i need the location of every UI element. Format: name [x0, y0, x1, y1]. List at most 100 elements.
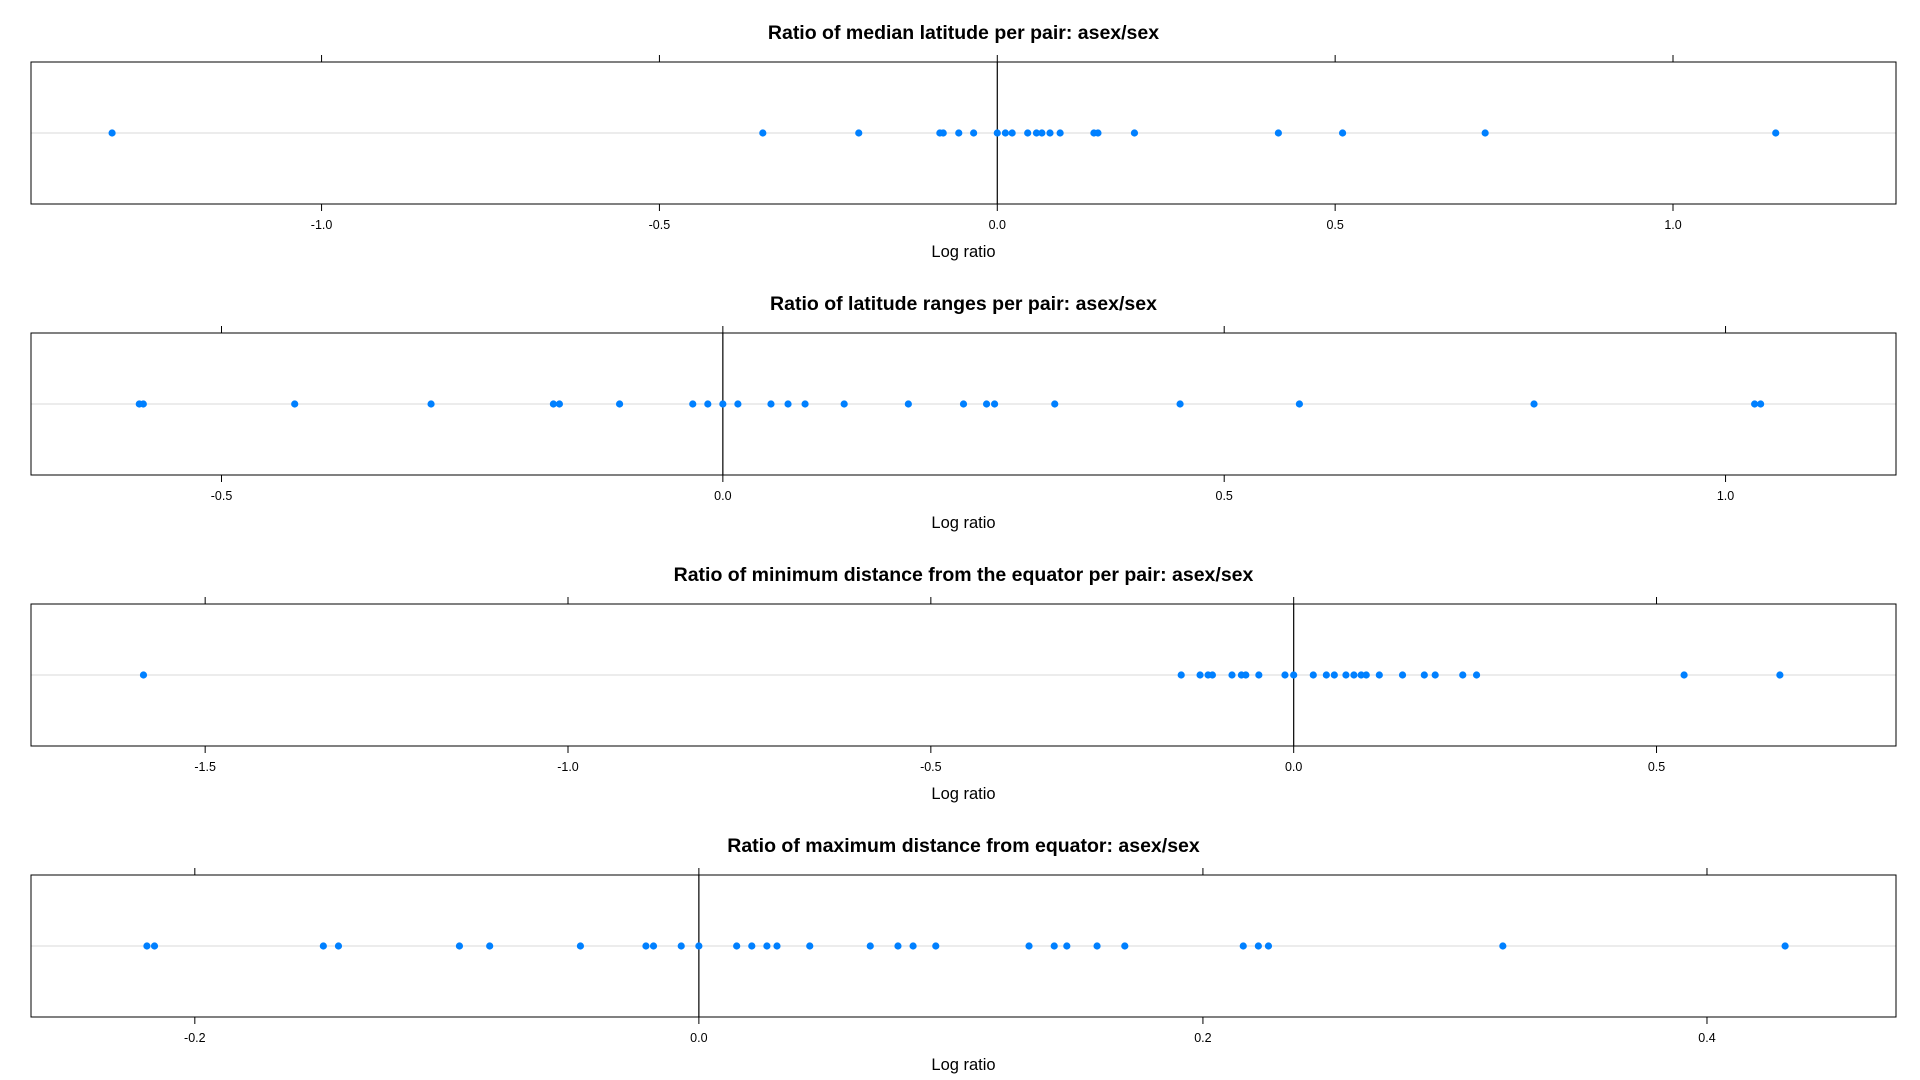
data-point	[855, 129, 863, 137]
data-point	[1032, 129, 1041, 137]
x-tick-label: 0.0	[989, 218, 1006, 232]
x-tick-label: 0.2	[1194, 1031, 1211, 1045]
x-tick-label: 1.0	[1717, 489, 1734, 503]
panel-frame	[30, 61, 1897, 205]
x-tick-label: -1.0	[557, 760, 579, 774]
data-point	[1051, 400, 1059, 408]
x-tick-label: 0.5	[1648, 760, 1665, 774]
data-point	[695, 942, 703, 950]
data-point	[1242, 671, 1250, 679]
data-point	[719, 400, 727, 408]
data-point	[1094, 129, 1102, 137]
chart-title: Ratio of minimum distance from the equat…	[674, 564, 1254, 586]
x-tick-label: 0.5	[1216, 489, 1233, 503]
data-point	[1472, 671, 1481, 679]
data-point	[576, 942, 585, 950]
data-point	[1757, 400, 1765, 408]
panel-frame	[30, 874, 1897, 1018]
data-point	[840, 400, 848, 408]
panel-frame	[30, 603, 1897, 747]
data-point	[909, 942, 917, 950]
data-point	[1024, 129, 1032, 137]
data-point	[767, 400, 775, 408]
data-point	[649, 942, 658, 950]
data-point	[1196, 671, 1204, 679]
data-point	[1322, 671, 1330, 679]
data-point	[427, 400, 435, 408]
data-point	[734, 400, 742, 408]
data-point	[806, 942, 814, 950]
data-point	[1751, 400, 1759, 408]
data-point	[748, 942, 756, 950]
chart-panel-4: Ratio of maximum distance from equator: …	[30, 835, 1897, 1074]
data-point	[1338, 129, 1347, 137]
data-point	[1254, 942, 1262, 950]
x-tick-label: 0.5	[1326, 218, 1343, 232]
data-point	[615, 400, 624, 408]
x-tick-label: 0.4	[1698, 1031, 1715, 1045]
data-point	[939, 129, 947, 137]
x-tick-label: -0.5	[649, 218, 671, 232]
x-axis-label: Log ratio	[931, 1056, 995, 1074]
data-point	[801, 400, 809, 408]
data-point	[1499, 942, 1507, 950]
x-tick-label: -1.0	[311, 218, 333, 232]
x-tick-label: -0.2	[184, 1031, 206, 1045]
data-point	[1001, 129, 1009, 137]
data-point	[139, 671, 148, 679]
data-point	[319, 942, 327, 950]
data-point	[1459, 671, 1467, 679]
x-tick-label: 1.0	[1664, 218, 1681, 232]
data-point	[1208, 671, 1217, 679]
data-point	[1038, 129, 1046, 137]
data-point	[1350, 671, 1358, 679]
data-point	[733, 942, 741, 950]
data-point	[759, 129, 767, 137]
data-point	[1046, 129, 1054, 137]
data-point	[1121, 942, 1129, 950]
data-point	[955, 129, 963, 137]
data-point	[959, 400, 968, 408]
data-point	[784, 400, 792, 408]
data-point	[642, 942, 650, 950]
data-point	[1431, 671, 1439, 679]
data-point	[1255, 671, 1263, 679]
chart-title: Ratio of maximum distance from equator: …	[727, 835, 1200, 857]
data-point	[982, 400, 991, 408]
data-point	[150, 942, 159, 950]
data-point	[1093, 942, 1101, 950]
x-tick-label: -1.5	[194, 760, 216, 774]
x-axis-label: Log ratio	[931, 785, 995, 803]
x-tick-label: 0.0	[1285, 760, 1302, 774]
data-point	[773, 942, 781, 950]
data-point	[1680, 671, 1688, 679]
data-point	[1264, 942, 1273, 950]
data-point	[1130, 129, 1139, 137]
data-point	[763, 942, 771, 950]
data-point	[704, 400, 712, 408]
data-point	[1290, 671, 1298, 679]
data-point	[866, 942, 874, 950]
data-point	[904, 400, 912, 408]
data-point	[1375, 671, 1383, 679]
data-point	[677, 942, 685, 950]
data-point	[1295, 400, 1304, 408]
data-point	[1530, 400, 1538, 408]
data-point	[932, 942, 940, 950]
x-tick-label: -0.5	[920, 760, 942, 774]
data-point	[1281, 671, 1289, 679]
data-point	[486, 942, 494, 950]
data-point	[139, 400, 147, 408]
data-point	[1357, 671, 1365, 679]
chart-panel-1: Ratio of median latitude per pair: asex/…	[30, 22, 1897, 261]
data-point	[1176, 400, 1184, 408]
x-axis-label: Log ratio	[931, 514, 995, 532]
data-point	[1050, 942, 1058, 950]
data-point	[549, 400, 558, 408]
data-point	[1398, 671, 1407, 679]
data-point	[1008, 129, 1016, 137]
data-point	[555, 400, 564, 408]
data-point	[1056, 129, 1064, 137]
data-point	[1239, 942, 1247, 950]
